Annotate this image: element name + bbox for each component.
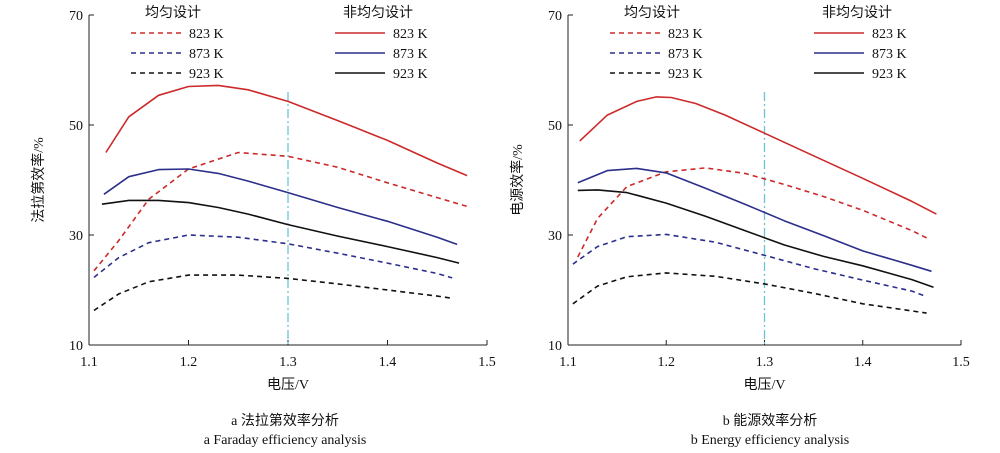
legend-label: 823 K <box>872 27 907 42</box>
series-line-923-nonuniform <box>577 189 934 289</box>
x-tick-label: 1.4 <box>854 355 872 370</box>
legend-label: 923 K <box>189 67 224 82</box>
series-line-873-nonuniform <box>103 168 458 246</box>
series-line-923-uniform <box>93 274 453 312</box>
y-axis-label: 电源效率/% <box>509 144 526 216</box>
legend-group-header: 均匀设计 <box>624 5 680 21</box>
x-tick-label: 1.2 <box>180 355 198 370</box>
x-tick-label: 1.4 <box>379 355 397 370</box>
x-tick-label: 1.2 <box>658 355 676 370</box>
y-tick-label: 10 <box>69 339 83 354</box>
series-line-823-uniform <box>93 151 468 272</box>
y-tick-label: 10 <box>548 339 562 354</box>
x-tick-label: 1.5 <box>952 355 970 370</box>
y-tick-label: 70 <box>548 9 562 24</box>
x-tick-label: 1.1 <box>559 355 577 370</box>
legend-label: 823 K <box>668 27 703 42</box>
legend-label: 923 K <box>872 67 907 82</box>
legend-label: 873 K <box>189 47 224 62</box>
series-line-823-nonuniform <box>579 96 937 215</box>
y-axis-label: 法拉第效率/% <box>30 137 47 223</box>
legend-label: 823 K <box>189 27 224 42</box>
x-axis-label: 电压/V <box>267 377 309 393</box>
series-line-873-uniform <box>572 233 927 298</box>
series-line-923-nonuniform <box>101 199 460 264</box>
series-line-873-uniform <box>93 234 453 279</box>
series-line-823-uniform <box>577 167 930 258</box>
legend-label: 823 K <box>393 27 428 42</box>
legend-group-header: 非均匀设计 <box>822 5 892 21</box>
y-tick-label: 50 <box>548 119 562 134</box>
caption-b-cn: b 能源效率分析 <box>722 414 818 429</box>
legend: 均匀设计 823 K 873 K 923 K 非均匀设计 823 K 873 K 923 K <box>610 5 907 82</box>
legend: 均匀设计 823 K 873 K 923 K 非均匀设计 823 K 873 K 923 K <box>131 5 428 82</box>
legend-label: 873 K <box>393 47 428 62</box>
caption-a: a 法拉第效率分析 a Faraday efficiency analysis <box>75 412 495 450</box>
legend-group-header: 非均匀设计 <box>343 5 413 21</box>
x-tick-label: 1.3 <box>756 355 774 370</box>
x-axis-label: 电压/V <box>744 377 786 393</box>
y-tick-label: 30 <box>548 229 562 244</box>
series-line-923-uniform <box>572 272 927 314</box>
chart-b: 1.1 1.2 1.3 1.4 1.5 10 30 50 70 电压/V 电源效率/% 均匀设计 823… <box>509 5 970 393</box>
caption-a-en: a Faraday efficiency analysis <box>203 433 367 448</box>
y-tick-label: 70 <box>69 9 83 24</box>
caption-b-en: b Energy efficiency analysis <box>690 433 850 448</box>
x-tick-label: 1.1 <box>80 355 98 370</box>
y-tick-label: 50 <box>69 119 83 134</box>
caption-b: b 能源效率分析 b Energy efficiency analysis <box>560 412 980 450</box>
legend-label: 923 K <box>393 67 428 82</box>
x-tick-label: 1.5 <box>478 355 496 370</box>
legend-label: 873 K <box>872 47 907 62</box>
series-line-823-nonuniform <box>105 84 468 177</box>
caption-a-cn: a 法拉第效率分析 <box>231 414 339 429</box>
legend-group-header: 均匀设计 <box>145 5 201 21</box>
x-tick-label: 1.3 <box>279 355 297 370</box>
legend-label: 923 K <box>668 67 703 82</box>
y-tick-label: 30 <box>69 229 83 244</box>
chart-a: 1.1 1.2 1.3 1.4 1.5 10 30 50 70 电压/V 法拉第效率/% 均匀设计 82… <box>30 5 496 393</box>
legend-label: 873 K <box>668 47 703 62</box>
series-line-873-nonuniform <box>577 167 932 273</box>
